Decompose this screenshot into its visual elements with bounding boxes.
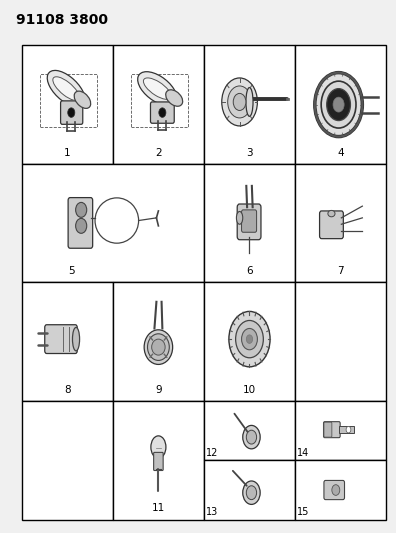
Ellipse shape bbox=[246, 87, 253, 116]
Bar bbox=[295, 401, 386, 461]
Ellipse shape bbox=[152, 339, 165, 355]
FancyBboxPatch shape bbox=[61, 101, 83, 124]
Ellipse shape bbox=[151, 436, 166, 458]
Bar bbox=[22, 164, 204, 282]
Circle shape bbox=[233, 93, 246, 110]
Circle shape bbox=[236, 320, 263, 358]
Bar bbox=[131, 74, 188, 127]
FancyBboxPatch shape bbox=[242, 210, 257, 232]
Bar bbox=[40, 74, 97, 127]
Circle shape bbox=[333, 97, 344, 112]
Bar bbox=[204, 401, 295, 461]
Circle shape bbox=[76, 203, 87, 217]
Bar bbox=[204, 461, 295, 520]
Text: 3: 3 bbox=[246, 148, 253, 158]
Bar bbox=[295, 45, 386, 164]
Text: 2: 2 bbox=[155, 148, 162, 158]
FancyBboxPatch shape bbox=[324, 422, 340, 438]
Circle shape bbox=[159, 108, 166, 117]
Circle shape bbox=[315, 72, 362, 136]
Bar bbox=[339, 426, 354, 433]
Circle shape bbox=[346, 426, 351, 433]
Ellipse shape bbox=[53, 77, 80, 100]
Bar bbox=[295, 164, 386, 282]
FancyBboxPatch shape bbox=[150, 102, 174, 123]
Ellipse shape bbox=[328, 211, 335, 217]
Text: 12: 12 bbox=[206, 448, 218, 458]
Text: 10: 10 bbox=[243, 385, 256, 394]
Circle shape bbox=[222, 78, 257, 126]
Bar bbox=[204, 282, 295, 401]
Ellipse shape bbox=[72, 327, 80, 351]
Circle shape bbox=[246, 486, 257, 499]
Text: 13: 13 bbox=[206, 507, 218, 517]
FancyBboxPatch shape bbox=[68, 198, 93, 248]
Text: 1: 1 bbox=[64, 148, 70, 158]
Text: 7: 7 bbox=[337, 266, 344, 276]
Text: 6: 6 bbox=[246, 266, 253, 276]
Circle shape bbox=[246, 430, 257, 444]
Circle shape bbox=[246, 335, 253, 343]
Circle shape bbox=[243, 425, 260, 449]
Ellipse shape bbox=[236, 212, 243, 224]
Text: 11: 11 bbox=[152, 503, 165, 513]
Ellipse shape bbox=[144, 330, 173, 365]
Bar bbox=[22, 401, 113, 520]
FancyBboxPatch shape bbox=[237, 204, 261, 240]
Ellipse shape bbox=[74, 91, 91, 108]
Circle shape bbox=[321, 81, 356, 128]
Bar bbox=[113, 282, 204, 401]
Ellipse shape bbox=[143, 78, 171, 99]
Text: 5: 5 bbox=[68, 266, 74, 276]
Bar bbox=[113, 45, 204, 164]
Bar bbox=[113, 401, 204, 520]
Circle shape bbox=[68, 108, 75, 117]
Bar bbox=[22, 45, 113, 164]
FancyBboxPatch shape bbox=[320, 211, 343, 239]
FancyBboxPatch shape bbox=[45, 325, 77, 353]
FancyBboxPatch shape bbox=[154, 453, 163, 471]
Ellipse shape bbox=[147, 334, 169, 360]
Circle shape bbox=[228, 86, 251, 118]
Text: 91108 3800: 91108 3800 bbox=[16, 13, 108, 27]
Text: 15: 15 bbox=[297, 507, 309, 517]
Ellipse shape bbox=[166, 90, 183, 106]
Ellipse shape bbox=[138, 72, 177, 106]
Bar bbox=[295, 461, 386, 520]
Text: 8: 8 bbox=[64, 385, 70, 394]
Text: 9: 9 bbox=[155, 385, 162, 394]
Circle shape bbox=[243, 481, 260, 504]
Circle shape bbox=[76, 219, 87, 233]
FancyBboxPatch shape bbox=[324, 480, 345, 499]
Ellipse shape bbox=[47, 70, 85, 107]
Text: 4: 4 bbox=[337, 148, 344, 158]
Bar bbox=[22, 282, 113, 401]
Circle shape bbox=[327, 88, 350, 120]
Text: 14: 14 bbox=[297, 448, 309, 458]
Bar bbox=[204, 45, 295, 164]
Bar bbox=[295, 282, 386, 401]
FancyBboxPatch shape bbox=[324, 422, 332, 437]
Bar bbox=[204, 164, 295, 282]
Circle shape bbox=[332, 484, 340, 495]
Circle shape bbox=[242, 328, 257, 350]
Circle shape bbox=[229, 311, 270, 367]
